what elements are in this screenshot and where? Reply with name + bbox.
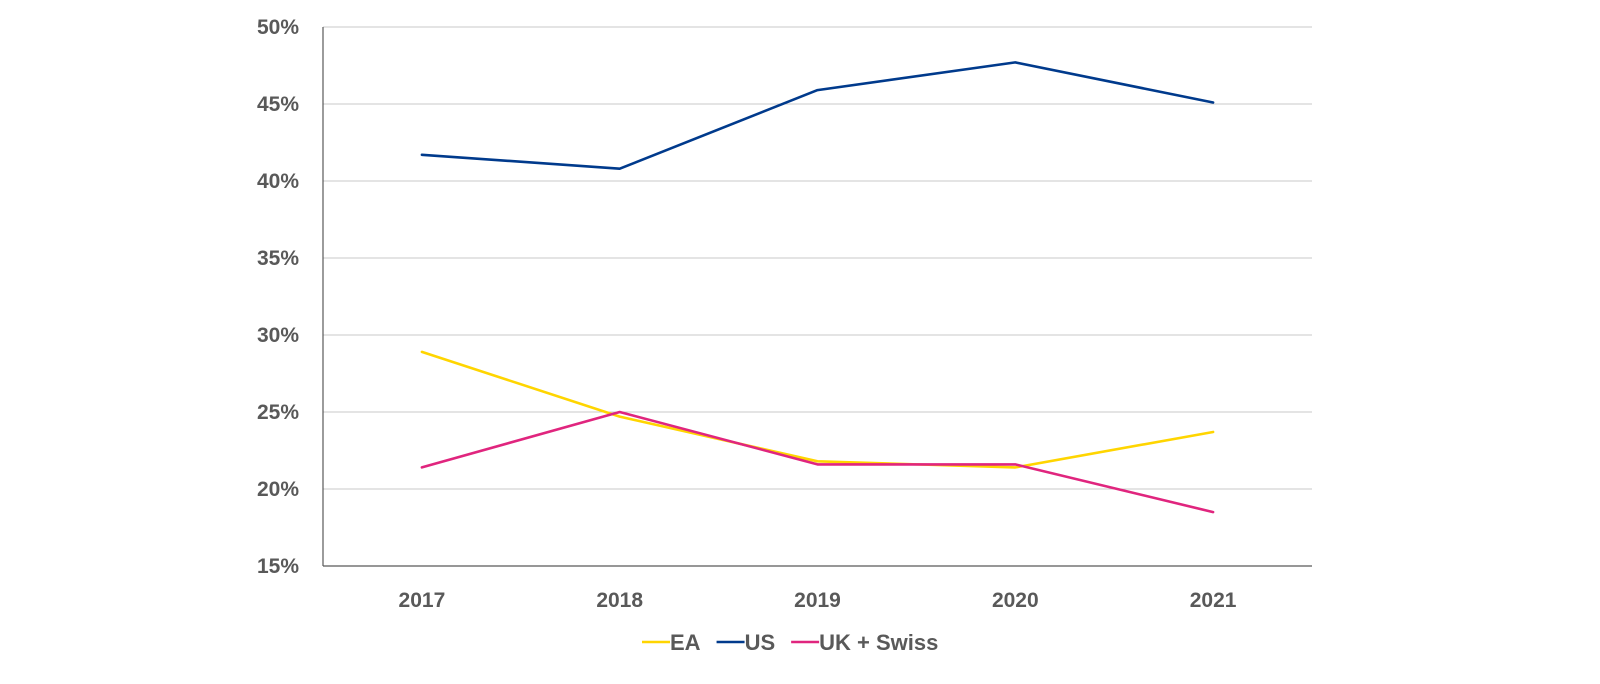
x-tick-label: 2018	[596, 589, 643, 612]
legend-label: EA	[670, 630, 701, 655]
y-axis-tick-labels: 15% 20% 25% 30% 35% 40% 45% 50%	[257, 16, 299, 578]
y-tick-label: 20%	[257, 478, 299, 501]
y-tick-label: 45%	[257, 93, 299, 116]
axes	[322, 27, 1312, 567]
y-tick-label: 35%	[257, 247, 299, 270]
y-tick-label: 40%	[257, 170, 299, 193]
series-line-ea	[420, 350, 1215, 469]
x-tick-label: 2019	[794, 589, 841, 612]
series-line-uk-swiss	[420, 410, 1215, 514]
legend-item: EA	[642, 630, 701, 655]
series-lines	[420, 61, 1215, 514]
legend-item: US	[716, 630, 776, 655]
legend-label: US	[745, 630, 776, 655]
gridlines	[323, 26, 1312, 490]
y-tick-label: 50%	[257, 16, 299, 39]
x-tick-label: 2021	[1190, 589, 1237, 612]
y-tick-label: 25%	[257, 401, 299, 424]
legend-item: UK + Swiss	[791, 630, 938, 655]
y-tick-label: 15%	[257, 555, 299, 578]
x-axis-tick-labels: 2017 2018 2019 2020 2021	[399, 589, 1237, 612]
series-line-us	[420, 61, 1215, 170]
x-tick-label: 2017	[399, 589, 446, 612]
x-tick-label: 2020	[992, 589, 1039, 612]
legend-label: UK + Swiss	[819, 630, 938, 655]
legend: EA US UK + Swiss	[642, 630, 938, 655]
y-tick-label: 30%	[257, 324, 299, 347]
